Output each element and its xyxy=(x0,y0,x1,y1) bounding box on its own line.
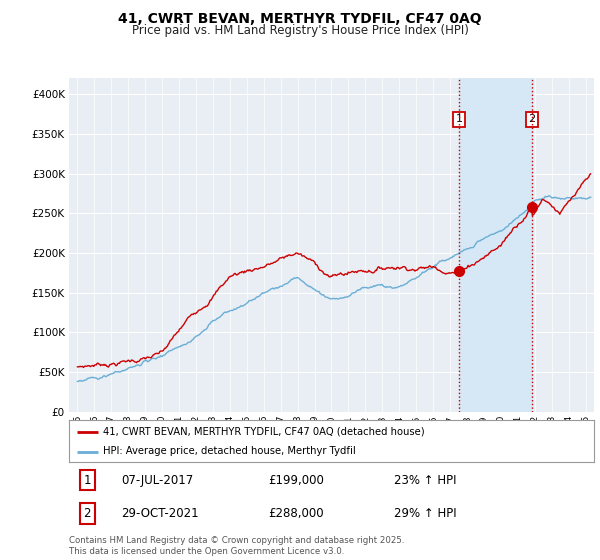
Text: HPI: Average price, detached house, Merthyr Tydfil: HPI: Average price, detached house, Mert… xyxy=(103,446,356,456)
Text: £288,000: £288,000 xyxy=(269,507,324,520)
Text: £199,000: £199,000 xyxy=(269,474,325,487)
Text: 41, CWRT BEVAN, MERTHYR TYDFIL, CF47 0AQ (detached house): 41, CWRT BEVAN, MERTHYR TYDFIL, CF47 0AQ… xyxy=(103,427,425,437)
Text: 2: 2 xyxy=(528,114,535,124)
Text: 23% ↑ HPI: 23% ↑ HPI xyxy=(395,474,457,487)
Text: Contains HM Land Registry data © Crown copyright and database right 2025.
This d: Contains HM Land Registry data © Crown c… xyxy=(69,536,404,556)
Text: 1: 1 xyxy=(455,114,463,124)
Text: 29% ↑ HPI: 29% ↑ HPI xyxy=(395,507,457,520)
Text: 07-JUL-2017: 07-JUL-2017 xyxy=(121,474,194,487)
Bar xyxy=(459,78,532,412)
Text: Price paid vs. HM Land Registry's House Price Index (HPI): Price paid vs. HM Land Registry's House … xyxy=(131,24,469,36)
Text: 2: 2 xyxy=(83,507,91,520)
Text: 1: 1 xyxy=(83,474,91,487)
Text: 41, CWRT BEVAN, MERTHYR TYDFIL, CF47 0AQ: 41, CWRT BEVAN, MERTHYR TYDFIL, CF47 0AQ xyxy=(118,12,482,26)
Text: 29-OCT-2021: 29-OCT-2021 xyxy=(121,507,199,520)
